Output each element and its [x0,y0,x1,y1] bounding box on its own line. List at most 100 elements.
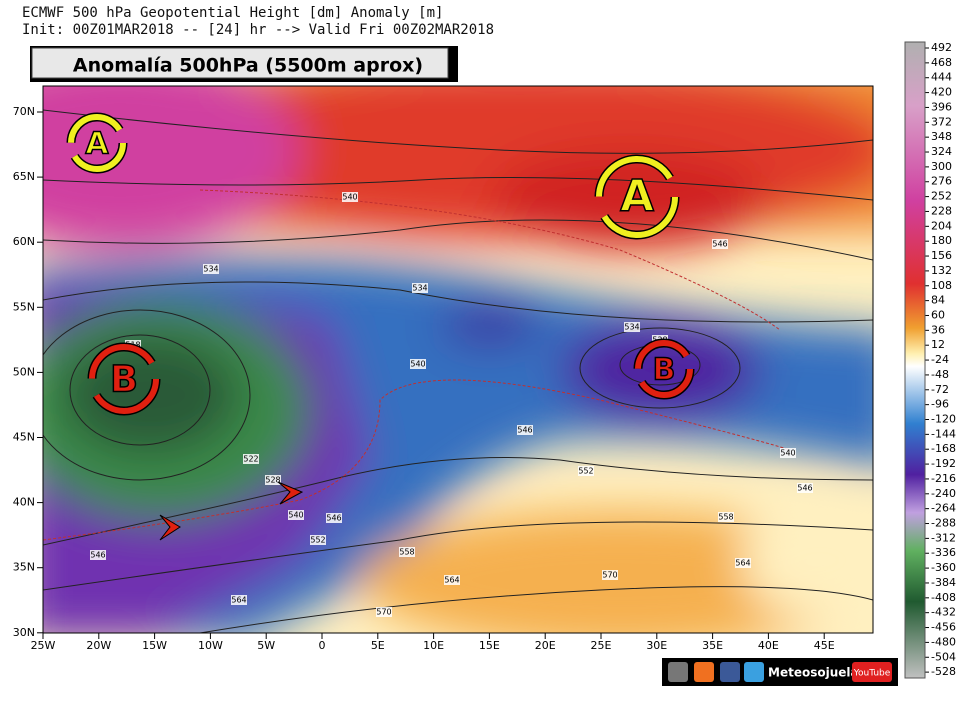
contour-label: 546 [90,551,105,560]
colorbar-label: -528 [931,665,956,678]
contour-label: 540 [780,449,795,458]
contour-label-bg [90,550,106,560]
colorbar-label: -96 [931,398,949,411]
pressure-center: A [85,127,108,162]
pressure-center: A [620,171,654,222]
flow-arrow [277,481,304,505]
lat-label: 45N [13,431,35,444]
contour-label: 546 [326,514,341,523]
colorbar-label: -264 [931,502,956,515]
contour-label: 570 [376,608,391,617]
contour-label: 570 [602,571,617,580]
colorbar-label: -120 [931,413,956,426]
lon-label: 25E [591,639,612,652]
contour-label: 528 [265,476,280,485]
icon-twitter [744,662,764,682]
contour-label: 546 [517,426,532,435]
colorbar-label: 276 [931,175,952,188]
contour-label: 558 [399,548,414,557]
colorbar-label: -432 [931,606,956,619]
contour-label-bg [342,192,358,202]
colorbar-label: 324 [931,145,952,158]
contour-label: 534 [203,265,218,274]
contour-label: 564 [231,596,246,605]
contour-label-bg [399,547,415,557]
colorbar-label: -408 [931,591,956,604]
lon-label: 10W [198,639,223,652]
lon-label: 40E [758,639,779,652]
colorbar-label: 12 [931,338,945,351]
colorbar-label: -72 [931,383,949,396]
icon-facebook [720,662,740,682]
contour-label-bg [624,322,640,332]
contour-label: 522 [243,455,258,464]
icon-youtube [852,662,892,682]
colorbar-label: -48 [931,368,949,381]
lon-label: 30E [646,639,667,652]
center-ring [68,114,126,172]
contour-label: 546 [712,240,727,249]
lon-label: 15W [142,639,167,652]
colorbar-label: 444 [931,71,952,84]
contour-label: 552 [578,467,593,476]
center-ring [596,156,678,238]
colorbar-label: -168 [931,442,956,455]
lon-label: 25W [31,639,56,652]
flow-arrow [159,514,181,541]
contour-label: 540 [342,193,357,202]
colorbar-label: 300 [931,160,952,173]
contour-label: 564 [735,559,750,568]
lat-label: 55N [13,300,35,313]
center-ring [635,340,693,398]
contour-label-bg [231,595,247,605]
contour-label-bg [517,425,533,435]
banner [31,47,449,79]
subtitle: Init: 00Z01MAR2018 -- [24] hr --> Valid … [22,22,494,38]
colorbar-label: 348 [931,130,952,143]
colorbar-label: -192 [931,457,956,470]
colorbar-label: 492 [931,41,952,54]
colorbar-label: -216 [931,472,956,485]
colorbar-label: 132 [931,264,952,277]
contour-label-bg [288,510,304,520]
colorbar-label: 420 [931,86,952,99]
contour-label: 540 [410,360,425,369]
colorbar-label: -288 [931,517,956,530]
lat-label: 70N [13,105,35,118]
colorbar-label: 36 [931,323,945,336]
colorbar-label: -480 [931,635,956,648]
lon-label: 35E [702,639,723,652]
contour-label-bg [326,513,342,523]
contour-label-bg [265,475,281,485]
contour-label-bg [376,607,392,617]
contour-label-bg [718,512,734,522]
lat-label: 40N [13,496,35,509]
colorbar-label: -336 [931,546,956,559]
colorbar-label: 180 [931,234,952,247]
colorbar-label: -144 [931,427,956,440]
colorbar-label: -504 [931,650,956,663]
contour-label-bg [410,359,426,369]
lat-label: 35N [13,561,35,574]
colorbar-label: 60 [931,308,945,321]
lat-label: 50N [13,365,35,378]
contour-label: 540 [288,511,303,520]
contour-label-bg [310,535,326,545]
lon-label: 5E [371,639,385,652]
contour-label-bg [712,239,728,249]
lon-label: 10E [423,639,444,652]
contour-label: 558 [718,513,733,522]
colorbar-label: 156 [931,249,952,262]
colorbar-label: -312 [931,531,956,544]
lon-label: 20W [86,639,111,652]
contour-label: 564 [444,576,459,585]
contour-label-bg [412,283,428,293]
colorbar-label: -456 [931,621,956,634]
contour-label-bg [578,466,594,476]
contour-label-bg [780,448,796,458]
lon-label: 45E [814,639,835,652]
lon-label: 20E [535,639,556,652]
lon-label: 0 [319,639,326,652]
lon-label: 5W [257,639,275,652]
